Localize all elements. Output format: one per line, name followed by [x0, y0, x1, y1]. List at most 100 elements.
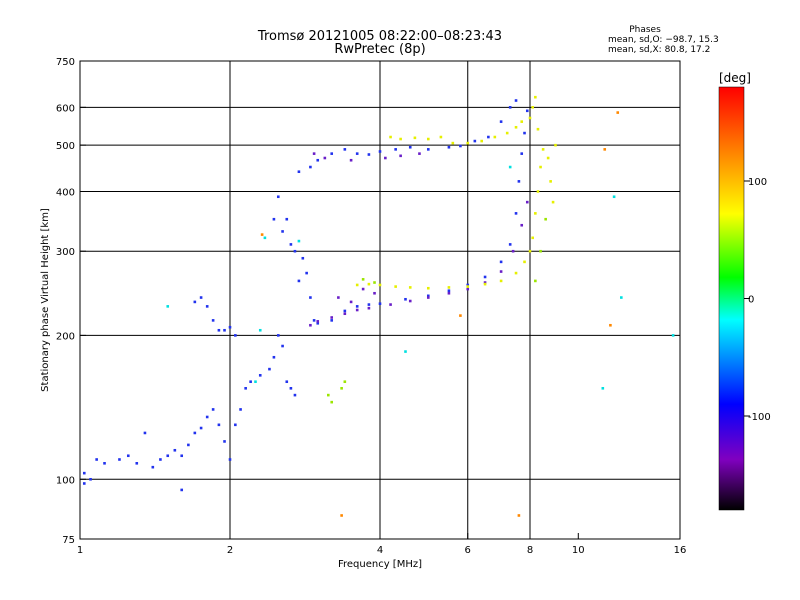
data-point: [199, 426, 203, 430]
data-point: [426, 148, 430, 151]
colorbar-tick-label: 0: [748, 295, 754, 306]
data-point: [272, 217, 276, 221]
data-point: [426, 296, 430, 299]
data-point: [426, 137, 430, 141]
data-point: [258, 328, 262, 332]
data-point: [180, 454, 184, 458]
data-point: [166, 305, 170, 308]
data-point: [234, 423, 237, 427]
data-point: [466, 141, 470, 145]
data-point: [508, 243, 512, 246]
data-point: [523, 131, 526, 135]
x-tick-label: 10: [572, 545, 585, 556]
data-point: [483, 275, 487, 279]
data-point: [378, 302, 382, 305]
data-point: [173, 448, 177, 452]
data-point: [466, 287, 470, 291]
data-point: [82, 482, 86, 485]
data-point: [514, 99, 518, 102]
data-point: [528, 249, 532, 253]
data-point: [418, 152, 421, 155]
data-point: [367, 303, 371, 306]
data-point: [520, 152, 524, 155]
data-point: [483, 281, 487, 284]
data-point: [480, 139, 484, 143]
data-point: [272, 355, 276, 359]
grid-lines: [80, 61, 680, 539]
x-tick-label: 2: [227, 545, 233, 556]
data-point: [180, 488, 184, 492]
data-point: [505, 131, 509, 135]
data-point: [268, 367, 271, 371]
y-tick-label: 400: [56, 187, 75, 198]
data-point: [514, 125, 518, 129]
data-point: [499, 279, 503, 283]
data-point: [534, 212, 537, 215]
data-point: [508, 165, 512, 169]
data-point: [239, 408, 242, 411]
data-point: [609, 323, 612, 327]
data-point: [616, 111, 620, 114]
chart-title: Tromsø 20121005 08:22:00–08:23:43: [257, 29, 502, 44]
data-point: [316, 158, 320, 162]
data-point: [413, 136, 417, 140]
data-point: [355, 305, 359, 308]
data-point: [459, 314, 462, 317]
data-point: [276, 334, 280, 337]
data-point: [447, 291, 451, 295]
data-point: [539, 249, 542, 253]
data-point: [539, 165, 542, 169]
data-point: [487, 135, 490, 139]
data-point: [373, 291, 376, 295]
data-point: [536, 127, 540, 131]
data-point: [316, 321, 320, 325]
colorbar-ticks: 100 0 -100: [744, 177, 771, 423]
data-point: [323, 156, 327, 160]
data-point: [394, 148, 397, 151]
data-point: [426, 294, 430, 298]
data-point: [549, 180, 552, 183]
data-point: [447, 289, 451, 293]
data-point: [451, 141, 455, 145]
data-point: [671, 334, 675, 337]
y-tick-label: 300: [56, 247, 75, 258]
y-tick-label: 200: [56, 331, 75, 342]
data-point: [525, 109, 529, 113]
data-point: [389, 135, 392, 139]
data-point: [517, 180, 521, 183]
data-point: [399, 137, 402, 141]
data-point: [258, 374, 262, 377]
data-point: [343, 309, 347, 313]
data-point: [143, 431, 147, 435]
data-point: [340, 514, 343, 517]
data-point: [305, 271, 308, 275]
data-point: [337, 296, 340, 299]
data-point: [499, 120, 503, 123]
data-point: [234, 334, 237, 337]
data-point: [384, 156, 387, 160]
data-point: [439, 135, 443, 139]
data-point: [511, 249, 515, 253]
data-point: [309, 296, 312, 299]
data-point: [514, 212, 518, 215]
data-point: [89, 477, 92, 481]
data-point: [289, 243, 293, 246]
data-point: [193, 431, 197, 435]
data-point: [316, 320, 320, 323]
x-tick-label: 4: [377, 545, 383, 556]
data-point: [249, 380, 252, 384]
data-point: [330, 400, 334, 404]
y-tick-label: 750: [56, 57, 75, 68]
data-point: [297, 239, 301, 243]
data-point: [343, 380, 347, 384]
data-point: [373, 281, 376, 284]
stats-x-line: mean, sd,X: 80.8, 17.2: [608, 45, 710, 55]
data-point: [466, 285, 470, 288]
data-point: [483, 282, 487, 286]
data-point: [473, 139, 477, 143]
colorbar-tick-label: 100: [748, 177, 767, 188]
y-tick-label: 500: [56, 141, 75, 152]
data-point: [301, 256, 305, 260]
data-point: [297, 279, 301, 283]
data-point: [499, 270, 503, 273]
